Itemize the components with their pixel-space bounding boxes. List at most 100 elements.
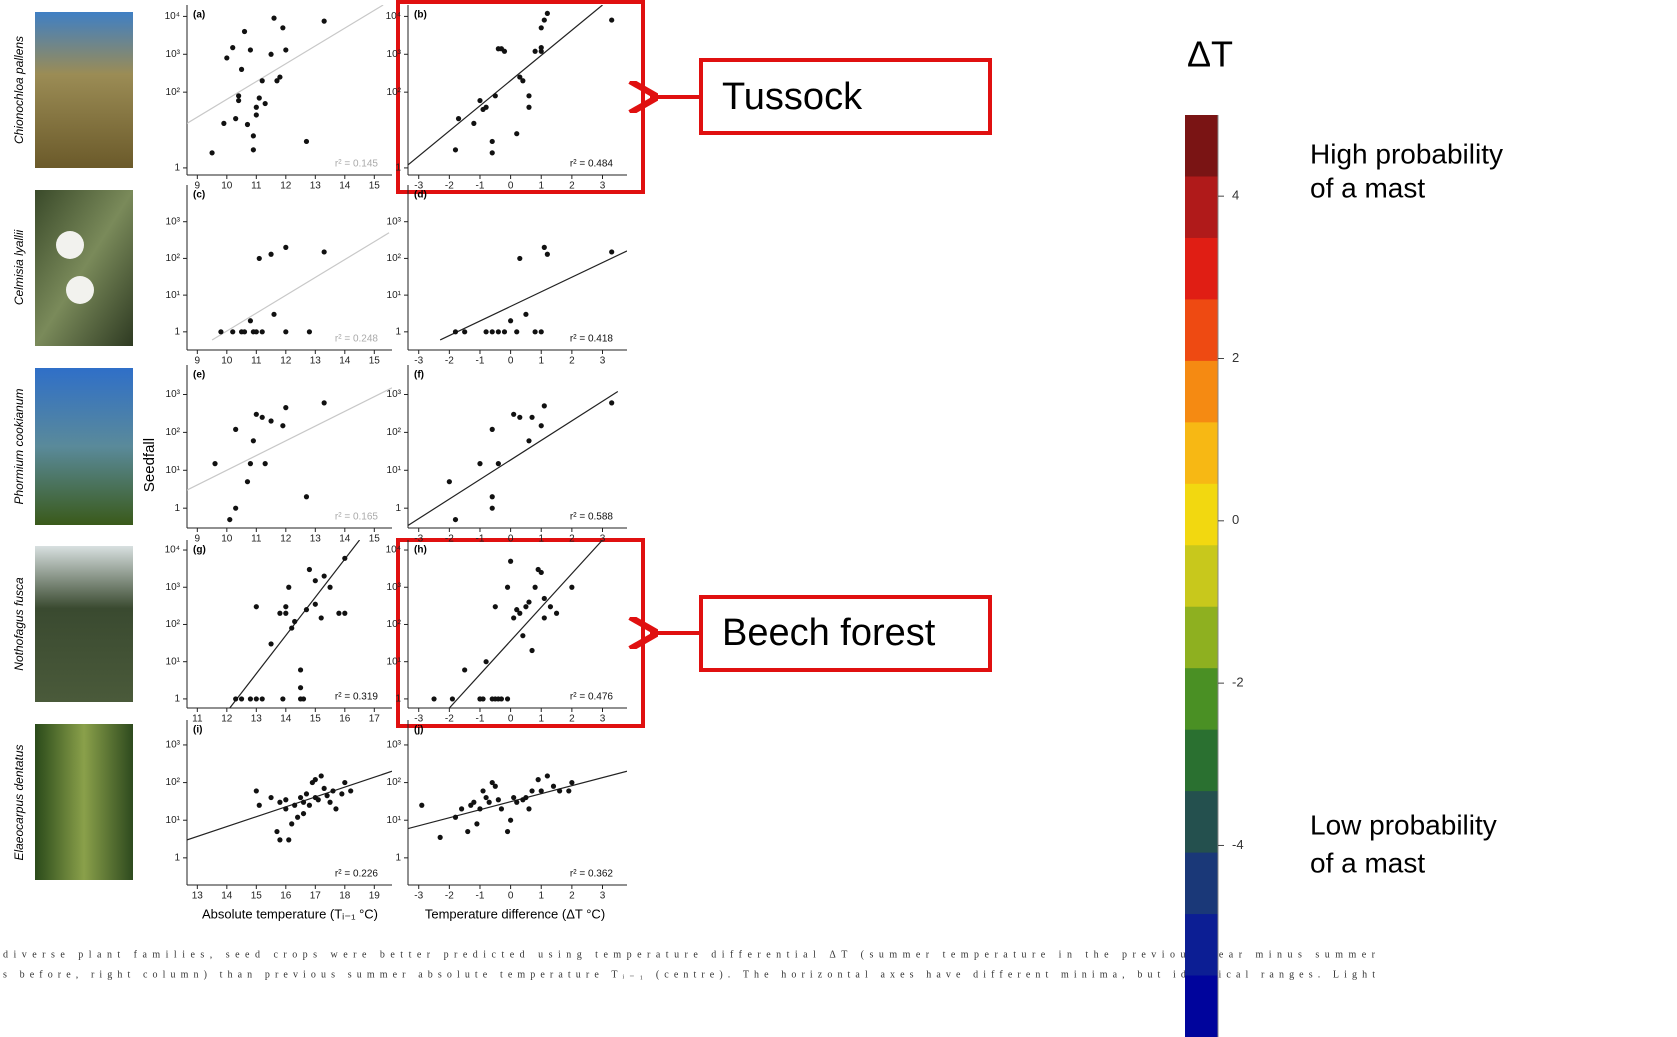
- data-point: [312, 578, 318, 584]
- colorbar-tick-label: 0: [1232, 512, 1239, 527]
- data-point: [489, 426, 495, 432]
- data-point: [538, 45, 544, 51]
- data-point: [526, 438, 532, 444]
- data-point: [538, 423, 544, 429]
- colorbar-band: [1185, 975, 1218, 1037]
- colorbar-band: [1185, 422, 1218, 485]
- x-tick-label: 3: [600, 534, 606, 545]
- data-point: [268, 51, 274, 57]
- data-point: [550, 783, 557, 789]
- data-point: [523, 794, 529, 801]
- data-point: [511, 615, 517, 621]
- x-tick-label: 0: [508, 181, 514, 192]
- data-point: [233, 696, 239, 702]
- colorbar-band: [1185, 791, 1218, 854]
- data-point: [280, 423, 286, 429]
- colorbar-note: of a mast: [1310, 172, 1425, 203]
- data-point: [541, 403, 547, 409]
- data-point: [244, 479, 251, 485]
- data-point: [342, 779, 348, 786]
- data-point: [277, 610, 283, 616]
- x-tick-label: 2: [569, 714, 575, 725]
- data-point: [544, 773, 550, 779]
- data-point: [268, 251, 274, 257]
- y-tick-label: 10³: [166, 49, 181, 60]
- x-tick-label: -1: [476, 356, 485, 367]
- r-squared: r² = 0.362: [570, 869, 614, 880]
- x-tick-label: 10: [221, 356, 233, 367]
- data-point: [495, 797, 501, 803]
- data-point: [480, 696, 486, 702]
- data-point: [297, 685, 304, 691]
- x-tick-label: 15: [310, 714, 322, 725]
- x-tick-label: 3: [600, 891, 606, 902]
- y-tick-label: 10¹: [387, 656, 402, 667]
- y-tick-label: 1: [395, 852, 401, 863]
- data-point: [238, 66, 245, 72]
- y-tick-label: 10³: [387, 740, 402, 751]
- data-point: [253, 104, 259, 110]
- data-point: [286, 584, 292, 590]
- data-point: [520, 78, 526, 84]
- data-point: [486, 799, 492, 805]
- y-tick-label: 10¹: [387, 815, 402, 826]
- data-point: [517, 610, 523, 616]
- data-point: [541, 17, 547, 23]
- data-point: [268, 794, 274, 801]
- data-point: [449, 696, 456, 702]
- x-tick-label: 2: [569, 181, 575, 192]
- data-point: [256, 95, 262, 101]
- data-point: [268, 418, 274, 424]
- x-tick-label: 12: [280, 534, 292, 545]
- colorbar-tick-label: 4: [1232, 188, 1239, 203]
- data-point: [489, 494, 495, 500]
- photo: [35, 724, 133, 880]
- colorbar-note: of a mast: [1310, 847, 1425, 878]
- data-point: [483, 794, 489, 801]
- data-point: [498, 806, 505, 812]
- data-point: [236, 93, 242, 99]
- data-point: [274, 78, 280, 84]
- data-point: [306, 329, 313, 335]
- data-point: [283, 806, 289, 812]
- data-point: [566, 788, 572, 794]
- x-tick-label: -3: [414, 891, 423, 902]
- data-point: [247, 47, 254, 53]
- photo-detail: [66, 276, 94, 304]
- x-tick-label: 13: [310, 356, 322, 367]
- colorbar-band: [1185, 729, 1218, 792]
- fit-line: [187, 387, 392, 491]
- x-tick-label: 17: [369, 714, 381, 725]
- x-tick-label: 2: [569, 891, 575, 902]
- y-tick-label: 10²: [166, 619, 181, 630]
- data-point: [283, 604, 289, 610]
- data-point: [508, 817, 514, 823]
- x-tick-label: -2: [445, 891, 454, 902]
- data-point: [514, 799, 520, 805]
- data-point: [532, 329, 538, 335]
- data-point: [535, 777, 541, 783]
- data-point: [253, 788, 259, 794]
- x-tick-label: 11: [192, 714, 203, 725]
- data-point: [517, 74, 523, 80]
- data-point: [514, 329, 520, 335]
- x-tick-label: 1: [538, 181, 544, 192]
- data-point: [569, 779, 575, 786]
- fit-line: [448, 540, 603, 708]
- data-point: [271, 15, 277, 21]
- x-tick-label: 0: [508, 714, 514, 725]
- data-point: [471, 120, 477, 126]
- x-tick-label: 11: [251, 181, 262, 192]
- data-point: [236, 97, 242, 104]
- x-tick-label: 1: [538, 356, 544, 367]
- data-point: [303, 607, 310, 613]
- x-tick-label: 10: [221, 181, 233, 192]
- y-tick-label: 1: [395, 163, 401, 174]
- data-point: [532, 584, 538, 590]
- y-tick-label: 10²: [387, 619, 402, 630]
- data-point: [492, 783, 498, 789]
- y-tick-label: 10²: [166, 253, 181, 264]
- data-point: [517, 255, 523, 262]
- data-point: [538, 25, 544, 31]
- x-tick-label: -3: [414, 181, 423, 192]
